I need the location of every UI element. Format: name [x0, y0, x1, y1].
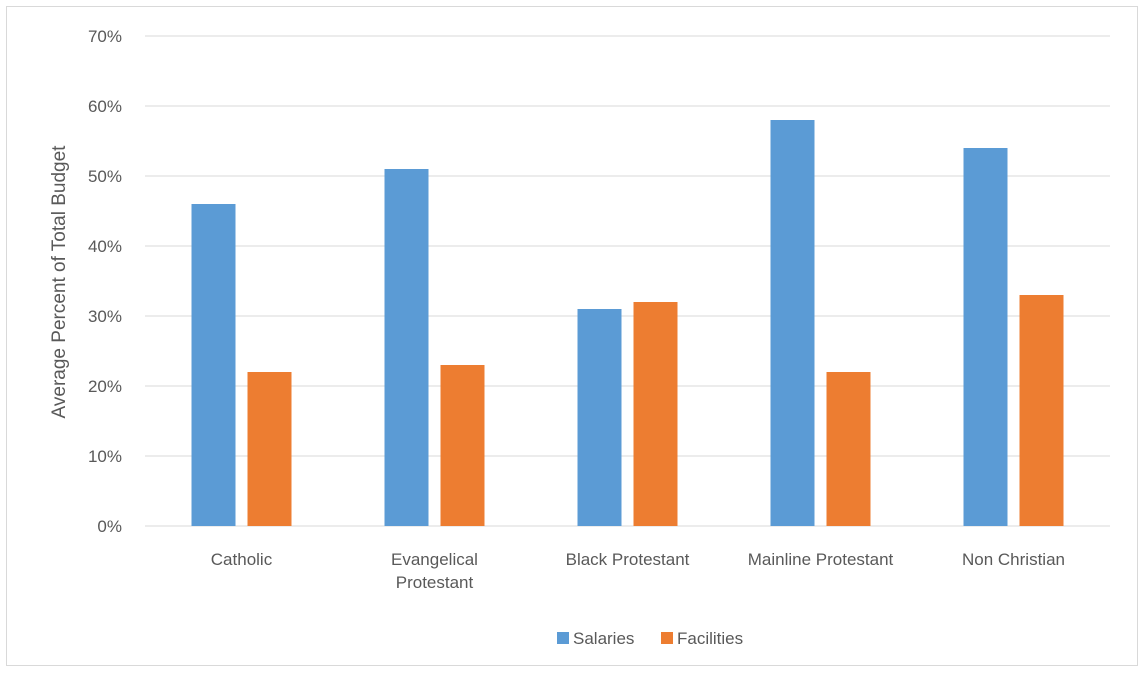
bars [191, 120, 1064, 526]
legend-label-facilities: Facilities [677, 629, 743, 648]
x-category-label: Non Christian [962, 550, 1065, 569]
x-category-label: Evangelical Protestant [391, 550, 478, 592]
legend-swatch-facilities [661, 632, 673, 644]
y-tick-label: 10% [88, 447, 122, 466]
bar-facilities-2 [633, 302, 678, 526]
y-tick-label: 50% [88, 167, 122, 186]
y-tick-label: 20% [88, 377, 122, 396]
legend-label-salaries: Salaries [573, 629, 634, 648]
x-axis-categories: Catholic Evangelical Protestant Black Prote… [211, 550, 1065, 592]
legend: Salaries Facilities [557, 629, 743, 648]
bar-salaries-3 [770, 120, 815, 526]
y-tick-label: 30% [88, 307, 122, 326]
bar-salaries-2 [577, 309, 622, 526]
bar-salaries-4 [963, 148, 1008, 526]
x-category-label: Catholic [211, 550, 273, 569]
bar-facilities-1 [440, 365, 485, 526]
y-axis-ticks: 0% 10% 20% 30% 40% 50% 60% 70% [88, 27, 122, 536]
legend-swatch-salaries [557, 632, 569, 644]
bar-salaries-1 [384, 169, 429, 526]
y-tick-label: 70% [88, 27, 122, 46]
x-category-label: Mainline Protestant [748, 550, 894, 569]
y-tick-label: 60% [88, 97, 122, 116]
y-tick-label: 40% [88, 237, 122, 256]
bar-facilities-0 [247, 372, 292, 526]
x-category-label: Black Protestant [566, 550, 690, 569]
bar-facilities-3 [826, 372, 871, 526]
bar-salaries-0 [191, 204, 236, 526]
y-axis-label: Average Percent of Total Budget [49, 145, 70, 419]
bar-facilities-4 [1019, 295, 1064, 526]
gridlines [145, 35, 1110, 527]
y-tick-label: 0% [97, 517, 122, 536]
